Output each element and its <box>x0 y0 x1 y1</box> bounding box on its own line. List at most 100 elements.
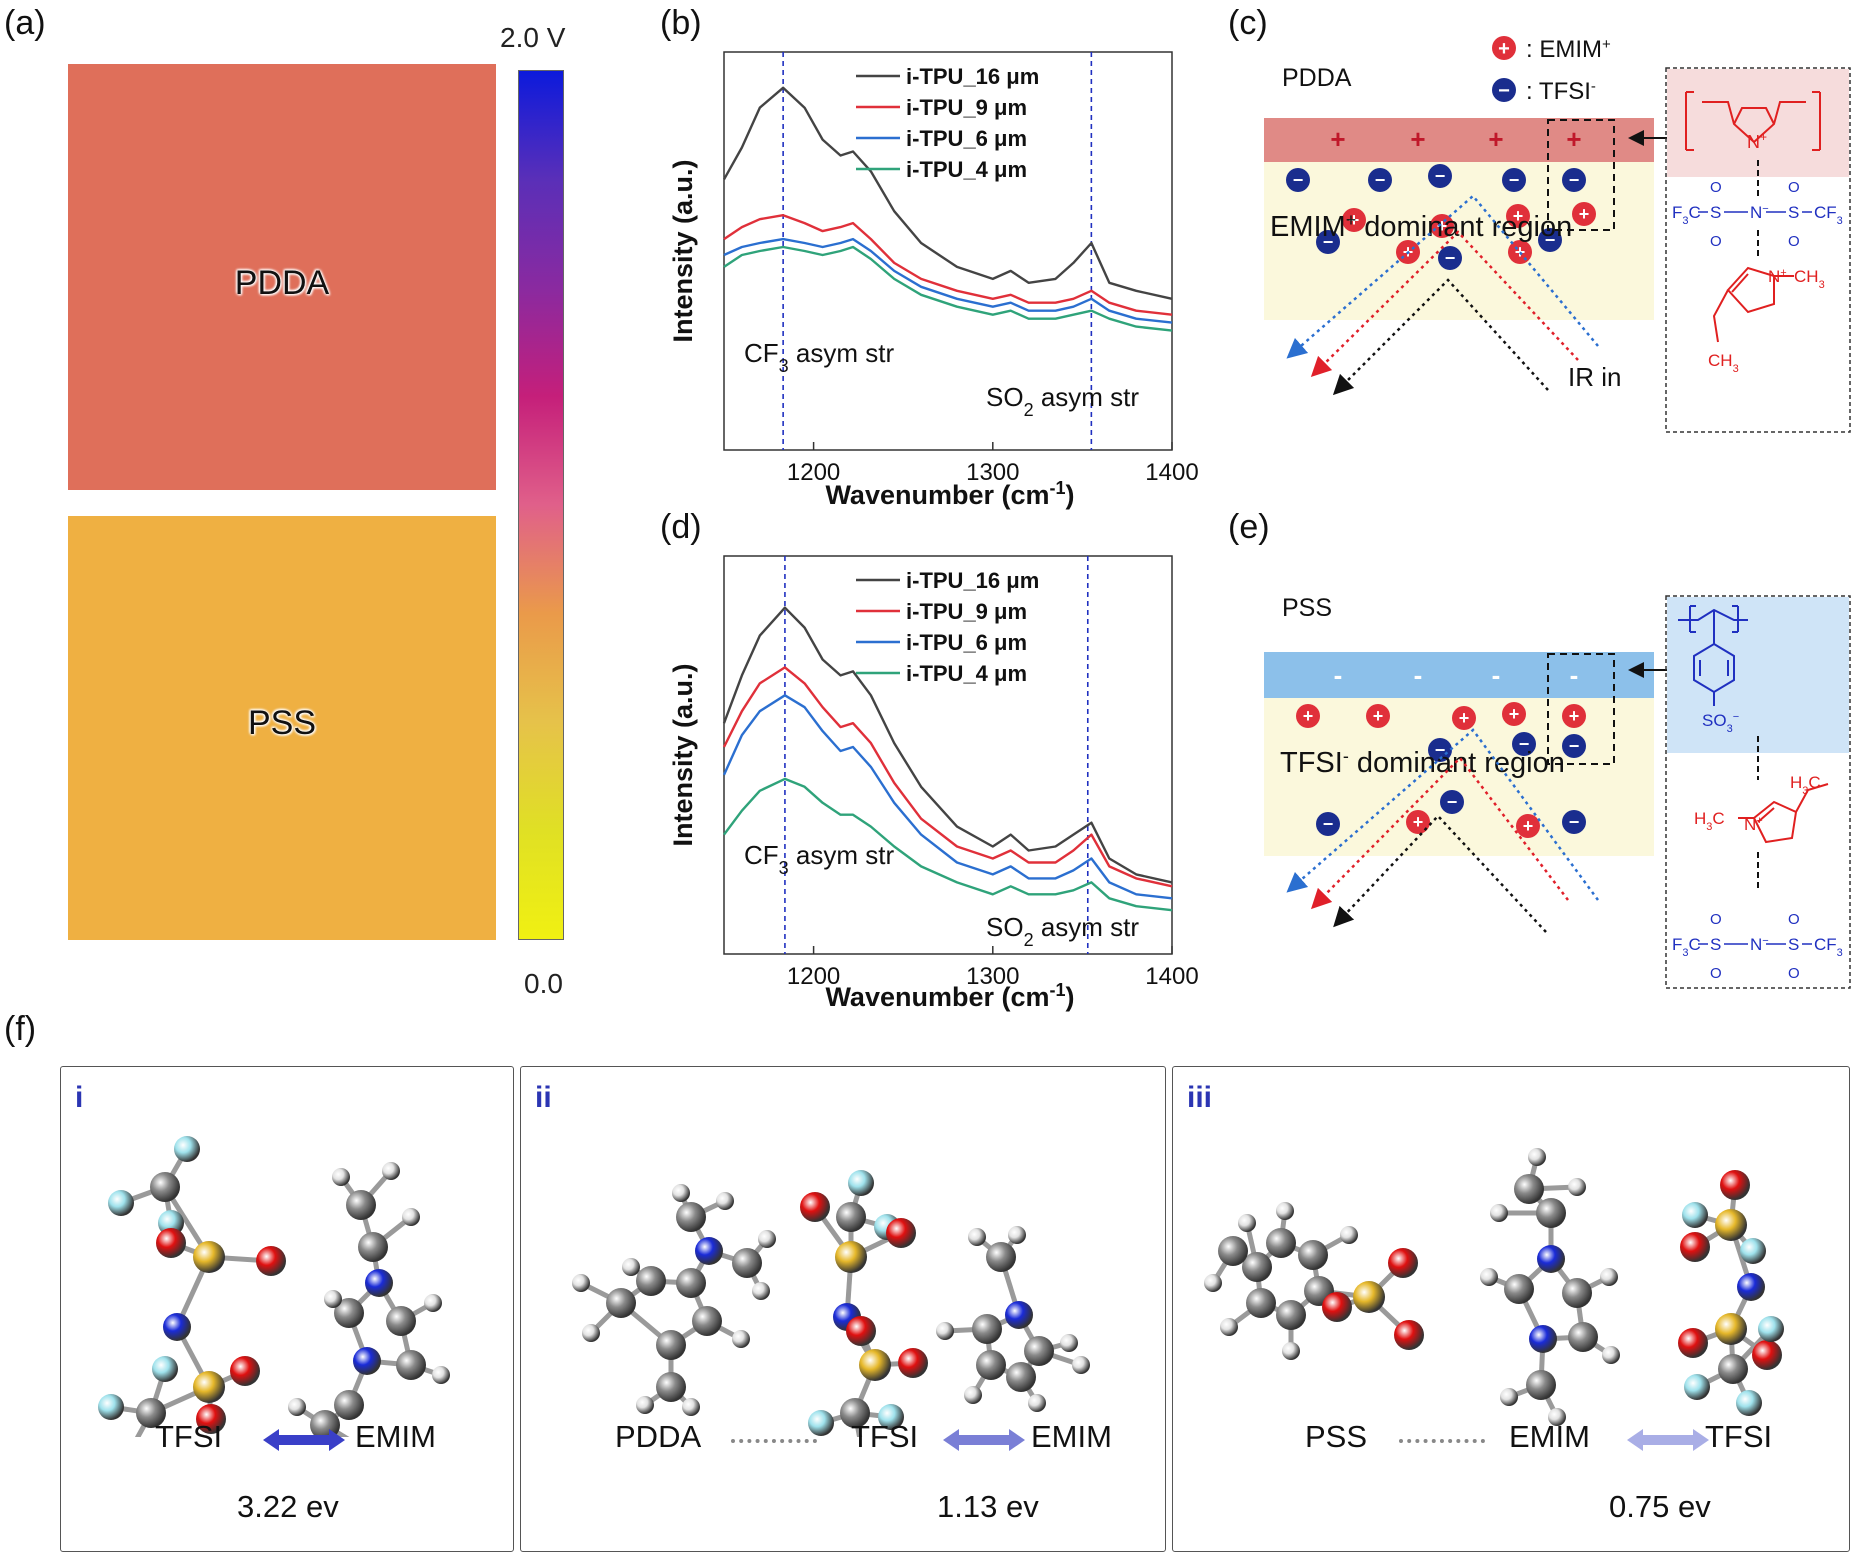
atom-H-27 <box>432 1366 450 1384</box>
atom-C-28 <box>334 1390 364 1420</box>
ion-sign-en0: − <box>1323 814 1334 834</box>
atom-H-40 <box>1008 1226 1026 1244</box>
atom-F-12 <box>98 1394 124 1420</box>
cation-ion-ep0 <box>1406 810 1430 834</box>
legend-label-2: i-TPU_6 μm <box>906 630 1027 655</box>
atom-O-40 <box>1678 1328 1708 1358</box>
atom-C-6 <box>676 1202 706 1232</box>
atom-H-29 <box>1602 1346 1620 1364</box>
legend-anion-label: : TFSI- <box>1526 78 1596 106</box>
layer-charge-1: - <box>1414 660 1423 690</box>
atom-C-0 <box>1242 1252 1272 1282</box>
atom-C-0 <box>606 1288 636 1318</box>
emim-ch3-bottom: CH3 <box>1708 351 1739 375</box>
series-line-3 <box>723 245 1173 332</box>
atom-C-29 <box>840 1398 870 1428</box>
highlight-box <box>1547 119 1615 231</box>
panel-label-f: (f) <box>4 1010 37 1048</box>
atom-C-11 <box>136 1398 166 1428</box>
ion-sign-ep1: + <box>1523 816 1534 836</box>
atom-F-30 <box>808 1410 834 1436</box>
atom-C-2 <box>1298 1240 1328 1270</box>
atom-C-2 <box>676 1268 706 1298</box>
binding-energy: 1.13 ev <box>937 1489 1039 1524</box>
caption-right: EMIM <box>1031 1419 1112 1454</box>
caption-left: PSS <box>1305 1419 1368 1454</box>
emim-structure <box>1712 266 1794 343</box>
pdda-layer <box>1264 118 1654 162</box>
atom-H-9 <box>1220 1318 1238 1336</box>
tfsi-o4: O <box>1788 965 1800 982</box>
atom-H-11 <box>752 1282 770 1300</box>
atom-H-18 <box>332 1168 350 1186</box>
ion-sign-cx: − <box>1445 248 1456 268</box>
atom-C-22 <box>386 1306 416 1336</box>
atom-H-12 <box>1204 1274 1222 1292</box>
cation-ion-cp2 <box>1572 202 1596 226</box>
box-numeral: iii <box>1187 1081 1213 1114</box>
cation-ion-e0 <box>1296 704 1320 728</box>
box-numeral: i <box>75 1081 84 1114</box>
atom-H-44 <box>1028 1394 1046 1412</box>
schematic-title: PSS <box>1282 594 1332 622</box>
atom-C-19 <box>1562 1278 1592 1308</box>
atom-S-39 <box>1715 1313 1747 1345</box>
schematic-c: PDDA + : EMIM+ − : TFSI- + + + + − − − − −+ + +− −… <box>1264 36 1851 433</box>
box-numeral: ii <box>535 1081 552 1114</box>
ion-sign-ep0: + <box>1413 812 1424 832</box>
atom-C-14 <box>656 1372 686 1402</box>
anion-ion-c0 <box>1286 168 1310 192</box>
caption-right: EMIM <box>355 1419 436 1454</box>
atom-H-16 <box>636 1396 654 1414</box>
atom-S-13 <box>1353 1281 1385 1313</box>
atom-N-17 <box>1537 1245 1565 1273</box>
atom-H-24 <box>1528 1148 1546 1166</box>
atom-H-43 <box>964 1386 982 1404</box>
chemistry-box <box>1665 67 1851 433</box>
legend-label-1: i-TPU_9 μm <box>906 95 1027 120</box>
panel-label-e: (e) <box>1228 508 1270 546</box>
ion-sign-c0: − <box>1293 170 1304 190</box>
tfsi-o3: O <box>1788 911 1800 928</box>
atom-N-20 <box>1529 1325 1557 1353</box>
atom-H-15 <box>682 1398 700 1416</box>
series-line-2 <box>722 694 1173 900</box>
atom-F-44 <box>1736 1390 1762 1416</box>
legend-label-0: i-TPU_16 μm <box>906 568 1039 593</box>
cation-ion-e3 <box>1502 702 1526 726</box>
atom-O-33 <box>1720 1170 1750 1200</box>
binding-energy: 0.75 ev <box>1609 1489 1711 1524</box>
atom-C-24 <box>396 1350 426 1380</box>
atom-H-7 <box>1276 1202 1294 1220</box>
cation-ion-e1 <box>1366 704 1390 728</box>
ir-ray-black <box>1333 814 1547 933</box>
emim-structure <box>1738 783 1829 844</box>
double-arrow-icon <box>1627 1429 1709 1451</box>
tfsi-n: N− <box>1750 935 1769 954</box>
colorbar-min-label: 0.0 <box>524 968 563 999</box>
emim-ch3-right: CH3 <box>1794 267 1825 291</box>
molecule-render-iii <box>1204 1148 1784 1426</box>
ion-sign-cp0: + <box>1349 210 1360 230</box>
series-line-2 <box>723 237 1173 324</box>
emim-h3c-left: H3C <box>1694 809 1725 833</box>
atom-C-37 <box>976 1350 1006 1380</box>
atom-C-30 <box>1526 1370 1556 1400</box>
atom-C-1 <box>1266 1228 1296 1258</box>
dotted-connector <box>731 1439 817 1443</box>
atom-H-39 <box>968 1228 986 1246</box>
layer-charge-2: - <box>1492 660 1501 690</box>
cation-ion-cq0 <box>1430 214 1454 238</box>
ion-sign-cm0: − <box>1323 232 1334 252</box>
anion-icon <box>1492 78 1516 102</box>
region-label: TFSI- dominant region <box>1280 746 1565 779</box>
ion-sign-cq0: + <box>1437 216 1448 236</box>
tfsi-o4: O <box>1788 233 1800 250</box>
ion-sign-cm1: − <box>1545 230 1556 250</box>
layer-charge-1: + <box>1410 124 1425 154</box>
tfsi-structure: F3C S O O N− S O O CF3 <box>1672 179 1843 250</box>
schematic-title: PDDA <box>1282 64 1352 92</box>
chemistry-box-top <box>1667 69 1849 177</box>
series-line-0 <box>722 606 1173 884</box>
caption-left: PDDA <box>615 1419 702 1454</box>
